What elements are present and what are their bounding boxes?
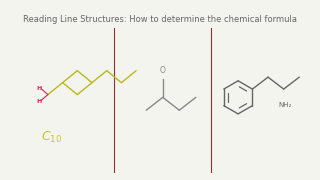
Text: $\mathit{C}_{10}$: $\mathit{C}_{10}$: [41, 130, 62, 145]
Text: O: O: [160, 66, 166, 75]
Text: NH₂: NH₂: [279, 102, 292, 108]
Text: H: H: [36, 98, 41, 104]
Text: Reading Line Structures: How to determine the chemical formula: Reading Line Structures: How to determin…: [23, 15, 297, 24]
Text: H: H: [36, 86, 41, 91]
